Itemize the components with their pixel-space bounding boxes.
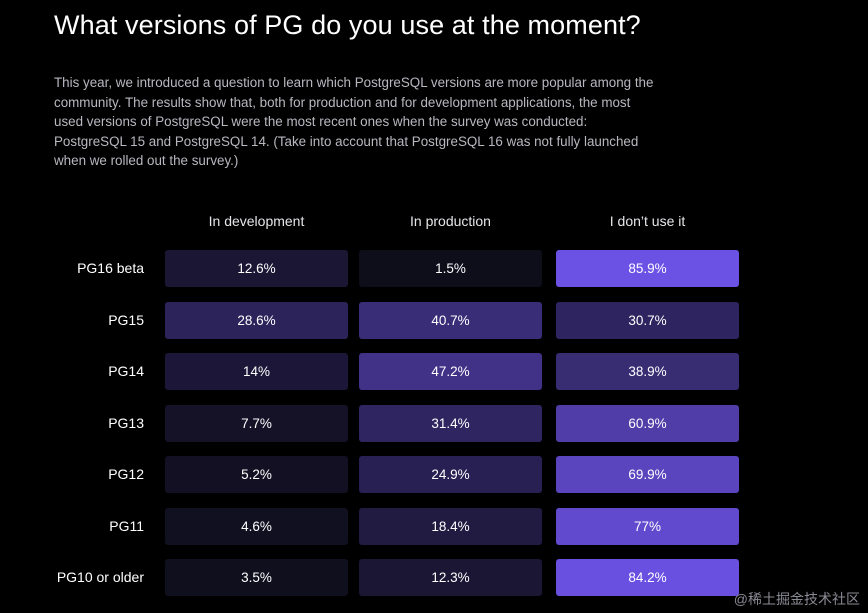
row-label: PG10 or older <box>56 569 144 585</box>
column-header-0: In development <box>208 213 305 229</box>
heatmap-cell: 1.5% <box>359 250 542 287</box>
heatmap-cell: 69.9% <box>556 456 739 493</box>
heatmap-cell: 60.9% <box>556 404 739 442</box>
heatmap-cell: 31.4% <box>359 404 542 442</box>
heatmap-cell: 85.9% <box>556 250 739 287</box>
row-label: PG11 <box>109 517 144 534</box>
row-label: PG13 <box>108 414 144 431</box>
heatmap-cell: 12.6% <box>165 250 348 287</box>
heatmap-cell: 18.4% <box>359 507 542 545</box>
row-label: PG16 beta <box>77 260 144 276</box>
heatmap-cell: 14% <box>165 353 348 390</box>
watermark: @稀土掘金技术社区 <box>733 591 860 607</box>
heatmap-cell: 84.2% <box>556 559 739 596</box>
row-label: PG14 <box>108 363 144 379</box>
heatmap-cell: 28.6% <box>165 301 348 339</box>
heatmap-cell: 30.7% <box>556 301 739 339</box>
heatmap-cell: 4.6% <box>165 507 348 545</box>
page-title: What versions of PG do you use at the mo… <box>54 10 641 40</box>
heatmap-cell: 5.2% <box>165 456 348 493</box>
heatmap-cell: 38.9% <box>556 353 739 390</box>
heatmap-cell: 12.3% <box>359 559 542 596</box>
row-label: PG15 <box>108 311 144 328</box>
heatmap-cell: 40.7% <box>359 301 542 339</box>
row-label: PG12 <box>108 466 144 482</box>
heatmap-cell: 47.2% <box>359 353 542 390</box>
column-header-2: I don’t use it <box>609 213 686 229</box>
heatmap-cell: 7.7% <box>165 404 348 442</box>
heatmap-cell: 3.5% <box>165 559 348 596</box>
column-header-1: In production <box>410 213 491 229</box>
heatmap-cell: 24.9% <box>359 456 542 493</box>
heatmap-cell: 77% <box>556 507 739 545</box>
page-description: This year, we introduced a question to l… <box>54 75 654 168</box>
